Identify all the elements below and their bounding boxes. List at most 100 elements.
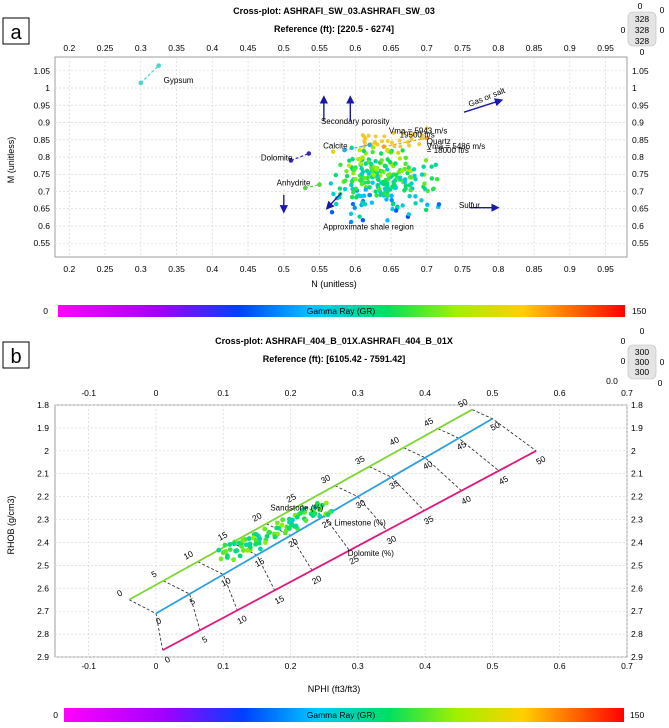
y-tick-label-right: 1.9 (631, 423, 643, 433)
data-point (397, 138, 402, 143)
corner-val: 0 (658, 378, 663, 388)
data-point (358, 161, 363, 166)
data-point (429, 176, 435, 181)
line-label: 10 (235, 613, 248, 626)
arrow (463, 98, 504, 113)
data-point (385, 148, 390, 153)
line-label: 40 (460, 493, 473, 506)
data-point (402, 179, 408, 185)
data-point (367, 192, 373, 198)
x-tick-label: 0.1 (217, 661, 229, 671)
colorbar-label-b: Gamma Ray (GR) (307, 710, 376, 720)
y-tick-label: 0.9 (38, 118, 50, 128)
chart-subtitle-a: Reference (ft): [220.5 - 6274] (274, 24, 394, 34)
data-point (424, 126, 429, 131)
data-point (373, 159, 378, 164)
mineral-point (302, 185, 308, 191)
data-point (420, 133, 425, 138)
data-point (389, 193, 394, 198)
data-point (382, 163, 387, 169)
data-point (245, 547, 251, 553)
data-point (394, 172, 399, 177)
y-tick-label-right: 0.9 (632, 118, 644, 128)
corner-val: 0.0 (606, 376, 618, 386)
y-tick-label-right: 0.75 (632, 169, 649, 179)
colorbar-max-a: 150 (632, 306, 646, 316)
y-tick-label-right: 0.95 (632, 100, 649, 110)
x-tick-label-top: -0.1 (81, 388, 96, 398)
data-point (272, 534, 278, 540)
x-tick-label-top: 0.55 (311, 43, 328, 53)
data-point (374, 166, 379, 172)
data-point (403, 183, 409, 188)
data-point (369, 200, 375, 205)
data-point (391, 130, 396, 135)
corner-val: 300 (635, 347, 649, 357)
x-tick-label-top: 0.7 (621, 388, 633, 398)
corner-val: 328 (635, 36, 649, 46)
data-point (375, 183, 380, 188)
data-point (317, 513, 323, 519)
y-tick-label-right: 2.8 (631, 629, 643, 639)
data-point (331, 191, 336, 197)
data-point (423, 158, 429, 163)
data-point (349, 179, 355, 184)
data-point (421, 164, 426, 169)
data-point (400, 203, 405, 208)
colorbar-min-a: 0 (43, 306, 48, 316)
data-point (386, 172, 392, 177)
annotation-gypsum: Gypsum (164, 76, 194, 85)
line-label: 50 (534, 453, 547, 466)
data-point (357, 178, 363, 183)
data-point (333, 172, 338, 178)
corner-val: 0 (660, 357, 665, 367)
data-point (423, 207, 429, 213)
chart-title-b: Cross-plot: ASHRAFI_404_B_01X.ASHRAFI_40… (215, 336, 453, 346)
data-point (419, 172, 425, 177)
data-point (433, 162, 439, 168)
y-tick-label: 0.65 (33, 204, 50, 214)
colorbar-b (64, 708, 624, 722)
line-label: 5 (149, 568, 158, 579)
data-point (218, 556, 224, 562)
line-label: 25 (347, 553, 360, 566)
x-tick-label: 0.45 (240, 264, 257, 274)
x-tick-label-top: 0.4 (206, 43, 218, 53)
x-tick-label: 0.65 (383, 264, 400, 274)
data-point (379, 158, 384, 163)
panel-label-a: a (10, 22, 22, 44)
y-tick-label-right: 2.3 (631, 515, 643, 525)
corner-val: 0 (660, 25, 665, 35)
x-axis-label-b: NPHI (ft3/ft3) (308, 684, 361, 694)
data-point (240, 548, 246, 553)
connector-line (369, 466, 425, 511)
y-tick-label: 2 (44, 446, 49, 456)
data-point (343, 178, 348, 183)
y-tick-label-right: 2 (631, 446, 636, 456)
mineral-point (424, 135, 430, 141)
annotation-dolomite: Dolomite (%) (348, 549, 395, 558)
line-label: 0 (154, 615, 163, 626)
x-tick-label-top: 0.3 (135, 43, 147, 53)
x-tick-label-top: 0.1 (217, 388, 229, 398)
y-tick-label-right: 1.05 (632, 66, 649, 76)
chart-subtitle-b: Reference (ft): [6105.42 - 7591.42] (263, 354, 406, 364)
annotation-vma_1: Vma = 5943 m/s (389, 127, 447, 136)
line-label: 45 (422, 415, 435, 428)
line-label: 35 (353, 453, 366, 466)
mineral-point (138, 80, 144, 86)
x-tick-label: 0.85 (526, 264, 543, 274)
x-tick-label-top: 0.75 (454, 43, 471, 53)
data-point (276, 525, 282, 531)
data-point (358, 193, 364, 199)
data-point (382, 179, 388, 185)
data-point (387, 159, 393, 165)
data-point (385, 218, 390, 223)
x-tick-label-top: 0.4 (419, 388, 431, 398)
data-point (422, 181, 427, 186)
data-point (363, 187, 368, 192)
data-point (373, 189, 378, 194)
line-label: 0 (115, 587, 124, 598)
data-point (384, 186, 390, 191)
annotation-vma_2b: = 18000 ft/s (427, 146, 469, 155)
